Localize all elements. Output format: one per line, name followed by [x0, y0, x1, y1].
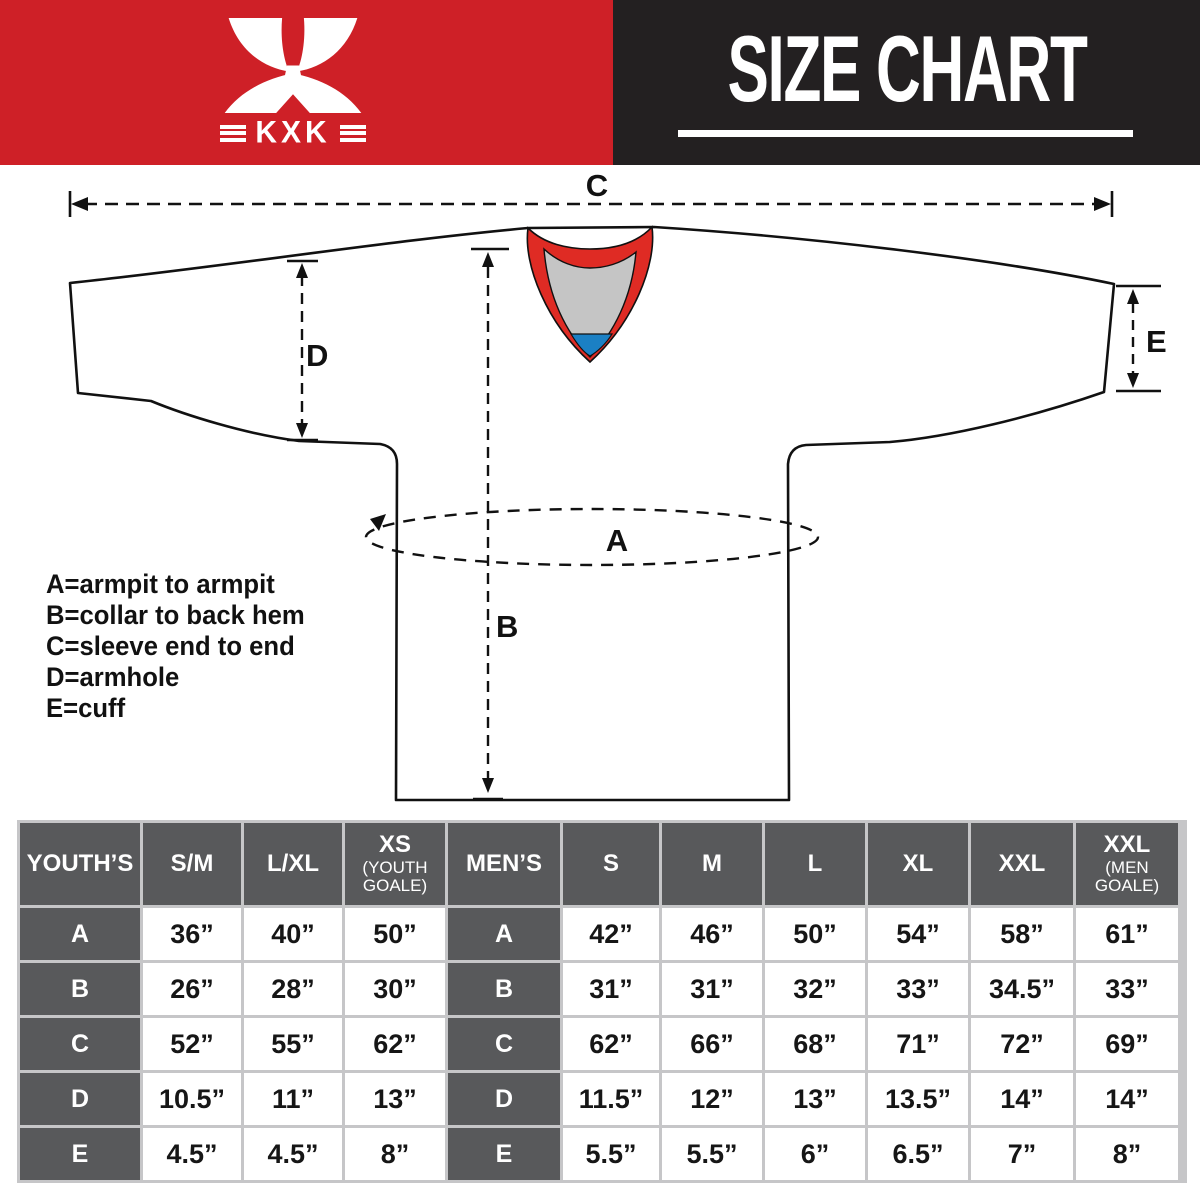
- cell-youth-d-1: 11”: [244, 1073, 342, 1125]
- cell-men-e-5: 8”: [1076, 1128, 1178, 1180]
- cell-youth-a-0: 36”: [143, 908, 241, 960]
- logo-wordmark-row: KXK: [186, 116, 400, 150]
- cell-men-d-5: 14”: [1076, 1073, 1178, 1125]
- men-row-label-c: C: [448, 1018, 560, 1070]
- measure-label-d: D: [306, 338, 328, 373]
- collar-insert: [569, 333, 614, 357]
- youth-row-label-a: A: [20, 908, 140, 960]
- col-header-youth-lxl: L/XL: [244, 823, 342, 905]
- cell-men-a-0: 42”: [563, 908, 659, 960]
- cell-men-c-2: 68”: [765, 1018, 865, 1070]
- measure-label-b: B: [496, 609, 518, 644]
- jersey-outline: [68, 225, 1116, 802]
- cell-men-d-0: 11.5”: [563, 1073, 659, 1125]
- legend-line-c: C=sleeve end to end: [46, 631, 295, 661]
- men-row-label-d: D: [448, 1073, 560, 1125]
- legend-line-a: A=armpit to armpit: [46, 569, 275, 599]
- cell-men-a-2: 50”: [765, 908, 865, 960]
- men-section-header: MEN’S: [448, 823, 560, 905]
- legend-line-b: B=collar to back hem: [46, 600, 305, 630]
- cell-youth-b-0: 26”: [143, 963, 241, 1015]
- cell-youth-c-2: 62”: [345, 1018, 445, 1070]
- cell-men-e-1: 5.5”: [662, 1128, 762, 1180]
- youth-section-header: YOUTH’S: [20, 823, 140, 905]
- cell-men-a-5: 61”: [1076, 908, 1178, 960]
- col-header-men-s: S: [563, 823, 659, 905]
- header-black-panel: [613, 0, 1200, 165]
- legend-line-e: E=cuff: [46, 693, 126, 723]
- col-header-men-m: M: [662, 823, 762, 905]
- cell-men-b-1: 31”: [662, 963, 762, 1015]
- cell-men-d-2: 13”: [765, 1073, 865, 1125]
- cell-men-e-3: 6.5”: [868, 1128, 968, 1180]
- cell-men-e-2: 6”: [765, 1128, 865, 1180]
- collar-inner: [543, 247, 637, 358]
- cell-youth-e-1: 4.5”: [244, 1128, 342, 1180]
- cell-men-e-0: 5.5”: [563, 1128, 659, 1180]
- logo-brand-text: KXK: [255, 115, 331, 150]
- youth-row-label-d: D: [20, 1073, 140, 1125]
- cell-youth-d-0: 10.5”: [143, 1073, 241, 1125]
- legend-line-d: D=armhole: [46, 662, 180, 692]
- col-header-men-xl: XL: [868, 823, 968, 905]
- col-header-youth-sm: S/M: [143, 823, 241, 905]
- cell-men-c-0: 62”: [563, 1018, 659, 1070]
- measurement-legend: A=armpit to armpit B=collar to back hem …: [46, 569, 305, 724]
- cell-men-c-5: 69”: [1076, 1018, 1178, 1070]
- col-header-men-xxl: XXL: [971, 823, 1073, 905]
- cell-men-b-2: 32”: [765, 963, 865, 1015]
- measure-label-e: E: [1146, 324, 1167, 359]
- jersey-measurement-diagram: C D B A E: [68, 168, 1167, 802]
- cell-men-a-3: 54”: [868, 908, 968, 960]
- cell-men-a-1: 46”: [662, 908, 762, 960]
- col-header-youth-xs: XS (YOUTH GOALE): [345, 823, 445, 905]
- youth-row-label-e: E: [20, 1128, 140, 1180]
- cell-youth-e-2: 8”: [345, 1128, 445, 1180]
- cell-youth-d-2: 13”: [345, 1073, 445, 1125]
- cell-youth-e-0: 4.5”: [143, 1128, 241, 1180]
- measure-line-b: [471, 247, 509, 801]
- measure-line-d: [287, 259, 318, 442]
- cell-men-b-0: 31”: [563, 963, 659, 1015]
- title-underline: [678, 130, 1133, 137]
- cell-men-c-4: 72”: [971, 1018, 1073, 1070]
- cell-youth-b-2: 30”: [345, 963, 445, 1015]
- page-title: SIZE CHART: [726, 16, 1087, 121]
- cell-men-d-4: 14”: [971, 1073, 1073, 1125]
- cell-youth-a-2: 50”: [345, 908, 445, 960]
- men-row-label-b: B: [448, 963, 560, 1015]
- cell-men-d-1: 12”: [662, 1073, 762, 1125]
- col-header-men-xxl-goalie: XXL (MEN GOALE): [1076, 823, 1178, 905]
- men-row-label-a: A: [448, 908, 560, 960]
- measure-label-a: A: [606, 523, 628, 558]
- cell-men-d-3: 13.5”: [868, 1073, 968, 1125]
- cell-men-e-4: 7”: [971, 1128, 1073, 1180]
- cell-men-b-5: 33”: [1076, 963, 1178, 1015]
- men-row-label-e: E: [448, 1128, 560, 1180]
- logo-triple-bar-left-icon: [220, 124, 247, 142]
- cell-youth-c-1: 55”: [244, 1018, 342, 1070]
- cell-men-c-1: 66”: [662, 1018, 762, 1070]
- youth-row-label-b: B: [20, 963, 140, 1015]
- youth-row-label-c: C: [20, 1018, 140, 1070]
- logo-triple-bar-right-icon: [339, 124, 366, 142]
- cell-youth-b-1: 28”: [244, 963, 342, 1015]
- cell-men-b-4: 34.5”: [971, 963, 1073, 1015]
- measure-label-c: C: [586, 168, 608, 203]
- cell-youth-a-1: 40”: [244, 908, 342, 960]
- cell-men-a-4: 58”: [971, 908, 1073, 960]
- cell-men-b-3: 33”: [868, 963, 968, 1015]
- cell-men-c-3: 71”: [868, 1018, 968, 1070]
- measure-line-a: [364, 507, 820, 567]
- cell-youth-c-0: 52”: [143, 1018, 241, 1070]
- measure-line-e: [1116, 284, 1161, 393]
- kxk-logo-icon: [224, 17, 362, 114]
- size-table: YOUTH’S S/M L/XL XS (YOUTH GOALE) MEN’S S…: [17, 820, 1187, 1183]
- col-header-men-l: L: [765, 823, 865, 905]
- measure-line-c: [68, 191, 1114, 217]
